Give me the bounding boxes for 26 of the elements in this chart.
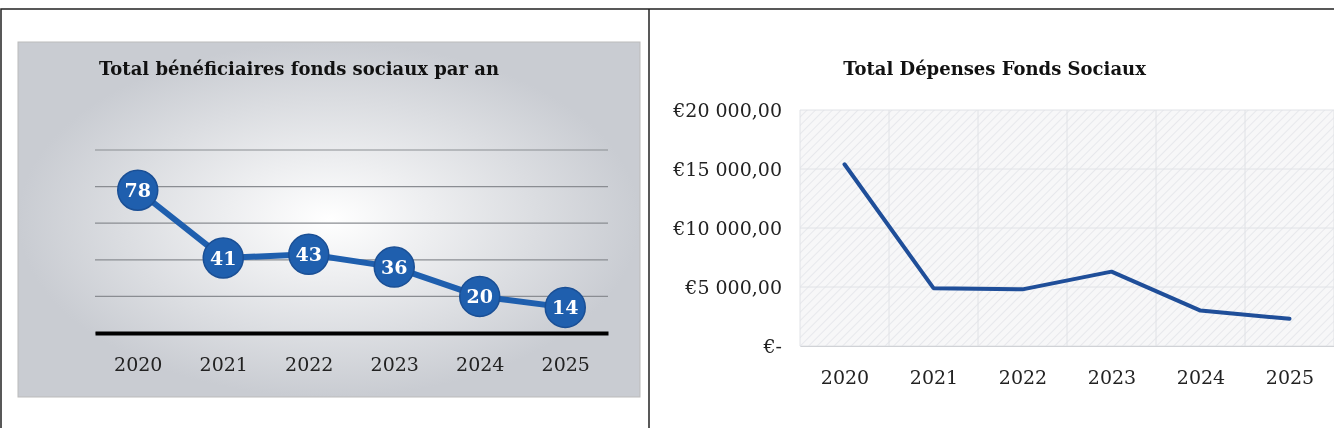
data-label: 41 [210, 246, 237, 269]
y-tick-label: €20 000,00 [672, 98, 782, 121]
data-label: 14 [552, 296, 579, 319]
x-tick-label: 2022 [285, 353, 334, 376]
x-tick-label: 2022 [998, 366, 1048, 389]
data-label: 36 [381, 256, 408, 279]
x-tick-label: 2025 [541, 353, 590, 376]
x-tick-label: 2020 [114, 353, 163, 376]
x-tick-label: 2020 [820, 366, 870, 389]
x-tick-label: 2023 [1087, 366, 1137, 389]
y-tick-label: €5 000,00 [684, 275, 782, 298]
x-tick-label: 2021 [909, 366, 959, 389]
data-label: 20 [466, 285, 493, 308]
chart-title: Total Dépenses Fonds Sociaux [843, 58, 1147, 79]
x-tick-label: 2025 [1265, 366, 1315, 389]
x-tick-label: 2024 [456, 353, 505, 376]
x-tick-label: 2024 [1176, 366, 1226, 389]
y-tick-label: €15 000,00 [672, 157, 782, 180]
chart-title: Total bénéficiaires fonds sociaux par an [99, 58, 499, 79]
data-label: 78 [124, 179, 151, 202]
y-tick-label: €- [762, 334, 782, 357]
line-series [842, 162, 1292, 321]
x-tick-label: 2023 [370, 353, 419, 376]
x-tick-label: 2021 [199, 353, 248, 376]
y-tick-label: €10 000,00 [672, 216, 782, 239]
data-label: 43 [295, 243, 322, 266]
